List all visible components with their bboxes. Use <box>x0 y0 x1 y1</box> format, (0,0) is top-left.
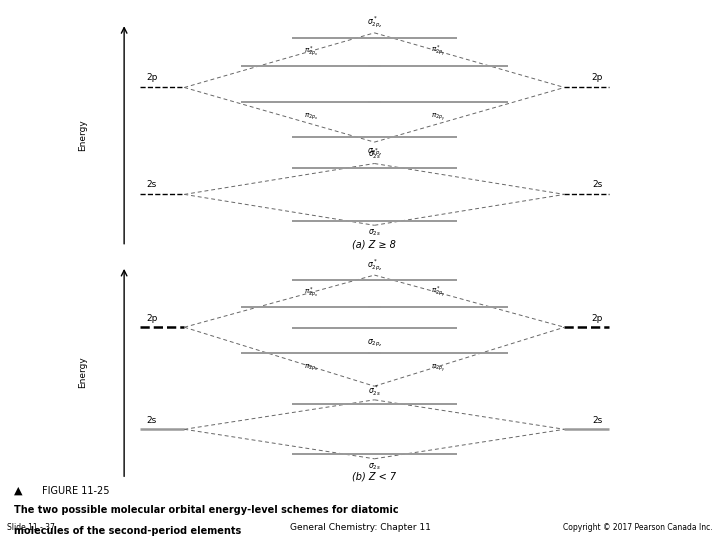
Text: $\sigma^*_{2p_z}$: $\sigma^*_{2p_z}$ <box>366 15 382 30</box>
Text: General Chemistry: Chapter 11: General Chemistry: Chapter 11 <box>289 523 431 532</box>
Text: $\pi_{2p_x}$: $\pi_{2p_x}$ <box>304 111 318 122</box>
Text: $\sigma_{2s}$: $\sigma_{2s}$ <box>368 461 381 471</box>
Text: $\sigma_{2p_z}$: $\sigma_{2p_z}$ <box>366 147 382 158</box>
Text: molecules of the second-period elements: molecules of the second-period elements <box>14 526 242 536</box>
Text: $\pi^*_{2p_y}$: $\pi^*_{2p_y}$ <box>431 285 445 300</box>
Text: FIGURE 11-25: FIGURE 11-25 <box>42 486 109 496</box>
Text: Copyright © 2017 Pearson Canada Inc.: Copyright © 2017 Pearson Canada Inc. <box>563 523 713 532</box>
Text: $\sigma_{2p_z}$: $\sigma_{2p_z}$ <box>366 338 382 349</box>
Text: $\sigma^*_{2s}$: $\sigma^*_{2s}$ <box>368 146 381 161</box>
Text: $\sigma^*_{2p_z}$: $\sigma^*_{2p_z}$ <box>366 257 382 273</box>
Text: The two possible molecular orbital energy-level schemes for diatomic: The two possible molecular orbital energ… <box>14 505 399 516</box>
Text: Energy: Energy <box>78 357 87 388</box>
Text: $\pi^*_{2p_y}$: $\pi^*_{2p_y}$ <box>431 43 445 59</box>
Text: Slide 11 - 37: Slide 11 - 37 <box>7 523 55 532</box>
Text: Energy: Energy <box>78 119 87 151</box>
Text: $\pi_{2p_y}$: $\pi_{2p_y}$ <box>431 362 445 374</box>
Text: $\pi_{2p_y}$: $\pi_{2p_y}$ <box>431 111 445 123</box>
Text: 2p: 2p <box>591 314 603 323</box>
Text: ▲: ▲ <box>14 486 23 496</box>
Text: 2s: 2s <box>593 180 603 190</box>
Text: 2p: 2p <box>591 73 603 83</box>
Text: 2p: 2p <box>146 314 158 323</box>
Text: $\sigma_{2s}$: $\sigma_{2s}$ <box>368 228 381 238</box>
Text: $\pi^*_{2p_x}$: $\pi^*_{2p_x}$ <box>304 286 318 300</box>
Text: 2s: 2s <box>593 416 603 425</box>
Text: (a) Z ≥ 8: (a) Z ≥ 8 <box>353 239 396 249</box>
Text: 2s: 2s <box>146 180 156 190</box>
Text: (b) Z < 7: (b) Z < 7 <box>352 471 397 482</box>
Text: $\pi_{2p_x}$: $\pi_{2p_x}$ <box>304 362 318 373</box>
Text: 2p: 2p <box>146 73 158 83</box>
Text: $\sigma^*_{2s}$: $\sigma^*_{2s}$ <box>368 383 381 397</box>
Text: $\pi^*_{2p_x}$: $\pi^*_{2p_x}$ <box>304 44 318 59</box>
Text: 2s: 2s <box>146 416 156 425</box>
